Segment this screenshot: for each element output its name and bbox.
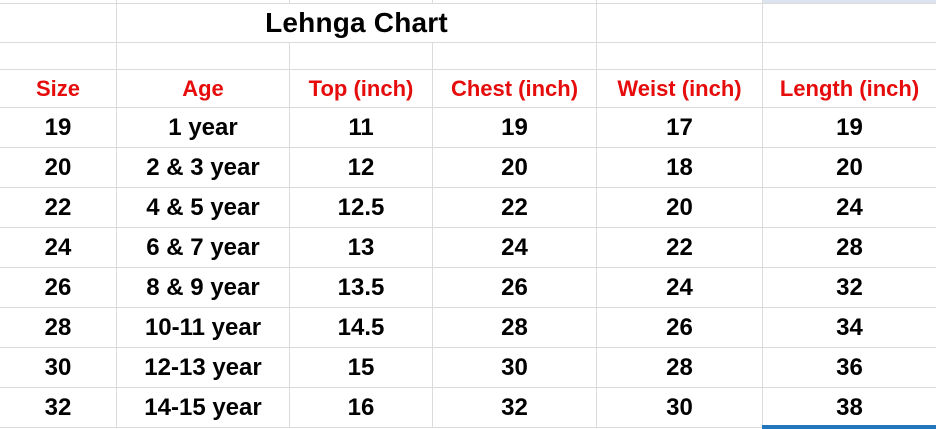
- cell[interactable]: 24: [597, 268, 763, 308]
- cell[interactable]: [0, 4, 117, 43]
- cell[interactable]: 26: [433, 268, 597, 308]
- cell[interactable]: 13: [290, 228, 433, 268]
- cell[interactable]: 30: [597, 388, 763, 428]
- cell[interactable]: 19: [0, 108, 117, 148]
- cell[interactable]: 8 & 9 year: [117, 268, 290, 308]
- cell[interactable]: [597, 4, 763, 43]
- cell[interactable]: [290, 0, 433, 4]
- cell[interactable]: 12: [290, 148, 433, 188]
- cell[interactable]: 32: [763, 268, 936, 308]
- cell[interactable]: 2 & 3 year: [117, 148, 290, 188]
- cell[interactable]: 1 year: [117, 108, 290, 148]
- cell[interactable]: 28: [763, 228, 936, 268]
- header-size[interactable]: Size: [0, 70, 117, 108]
- cell[interactable]: 15: [290, 348, 433, 388]
- cell[interactable]: 20: [0, 148, 117, 188]
- cell[interactable]: 30: [433, 348, 597, 388]
- cell[interactable]: 32: [433, 388, 597, 428]
- cell[interactable]: 24: [433, 228, 597, 268]
- cell[interactable]: 11: [290, 108, 433, 148]
- cell[interactable]: 4 & 5 year: [117, 188, 290, 228]
- cell[interactable]: [763, 43, 936, 70]
- cell[interactable]: 10-11 year: [117, 308, 290, 348]
- header-chest[interactable]: Chest (inch): [433, 70, 597, 108]
- cell[interactable]: 6 & 7 year: [117, 228, 290, 268]
- cell[interactable]: 17: [597, 108, 763, 148]
- cell[interactable]: [117, 43, 290, 70]
- cell[interactable]: [433, 43, 597, 70]
- header-top[interactable]: Top (inch): [290, 70, 433, 108]
- header-age[interactable]: Age: [117, 70, 290, 108]
- cell[interactable]: [433, 0, 597, 4]
- cell[interactable]: 28: [433, 308, 597, 348]
- cell[interactable]: 20: [763, 148, 936, 188]
- cell[interactable]: 30: [0, 348, 117, 388]
- cell[interactable]: [597, 0, 763, 4]
- cell[interactable]: 38: [763, 388, 936, 428]
- cell[interactable]: 16: [290, 388, 433, 428]
- header-weist[interactable]: Weist (inch): [597, 70, 763, 108]
- cell[interactable]: 26: [597, 308, 763, 348]
- sheet-title[interactable]: Lehnga Chart: [117, 4, 597, 43]
- cell[interactable]: 36: [763, 348, 936, 388]
- cell[interactable]: 28: [0, 308, 117, 348]
- cell[interactable]: [290, 43, 433, 70]
- cell[interactable]: 14.5: [290, 308, 433, 348]
- cell[interactable]: 24: [763, 188, 936, 228]
- cell[interactable]: 34: [763, 308, 936, 348]
- cell[interactable]: 22: [433, 188, 597, 228]
- cell[interactable]: [0, 43, 117, 70]
- cell[interactable]: 19: [433, 108, 597, 148]
- cell[interactable]: 12.5: [290, 188, 433, 228]
- cell[interactable]: 18: [597, 148, 763, 188]
- cell-selection-border: [762, 425, 936, 429]
- cell[interactable]: 32: [0, 388, 117, 428]
- cell[interactable]: 13.5: [290, 268, 433, 308]
- cell[interactable]: 24: [0, 228, 117, 268]
- cell[interactable]: 22: [597, 228, 763, 268]
- cell[interactable]: 14-15 year: [117, 388, 290, 428]
- cell[interactable]: 22: [0, 188, 117, 228]
- cell[interactable]: 28: [597, 348, 763, 388]
- cell[interactable]: [0, 0, 117, 4]
- cell[interactable]: [597, 43, 763, 70]
- cell[interactable]: 19: [763, 108, 936, 148]
- cell[interactable]: 20: [597, 188, 763, 228]
- header-length[interactable]: Length (inch): [763, 70, 936, 108]
- highlighted-cell[interactable]: [763, 0, 936, 4]
- cell[interactable]: [117, 0, 290, 4]
- cell[interactable]: 26: [0, 268, 117, 308]
- cell[interactable]: 12-13 year: [117, 348, 290, 388]
- cell[interactable]: 20: [433, 148, 597, 188]
- cell[interactable]: [763, 4, 936, 43]
